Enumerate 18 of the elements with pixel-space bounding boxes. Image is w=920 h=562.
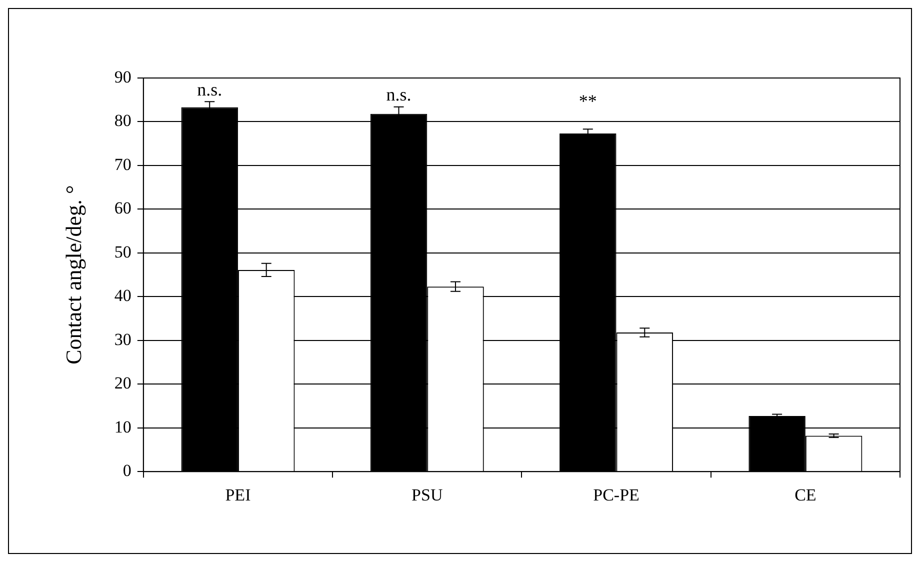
x-tick-label: PEI xyxy=(225,485,252,504)
annotation: n.s. xyxy=(197,79,222,100)
y-tick-label: 40 xyxy=(114,286,132,306)
y-tick-label: 50 xyxy=(114,242,132,262)
y-tick-label: 90 xyxy=(114,67,132,86)
y-tick-label: 60 xyxy=(114,198,132,218)
y-axis-title: Contact angle/deg. ° xyxy=(60,185,86,364)
y-tick-label: 30 xyxy=(114,330,132,349)
annotation: ** xyxy=(578,90,597,111)
y-tick-label: 20 xyxy=(114,374,132,393)
x-tick-label: PSU xyxy=(412,485,443,504)
x-tick-label: PC-PE xyxy=(593,485,640,504)
y-tick-label: 70 xyxy=(114,154,132,174)
y-tick-label: 10 xyxy=(114,417,132,436)
y-tick-label: 80 xyxy=(114,111,132,130)
y-tick-label: 0 xyxy=(122,461,132,480)
x-tick-label: CE xyxy=(794,485,816,504)
annotation: n.s. xyxy=(386,84,412,105)
